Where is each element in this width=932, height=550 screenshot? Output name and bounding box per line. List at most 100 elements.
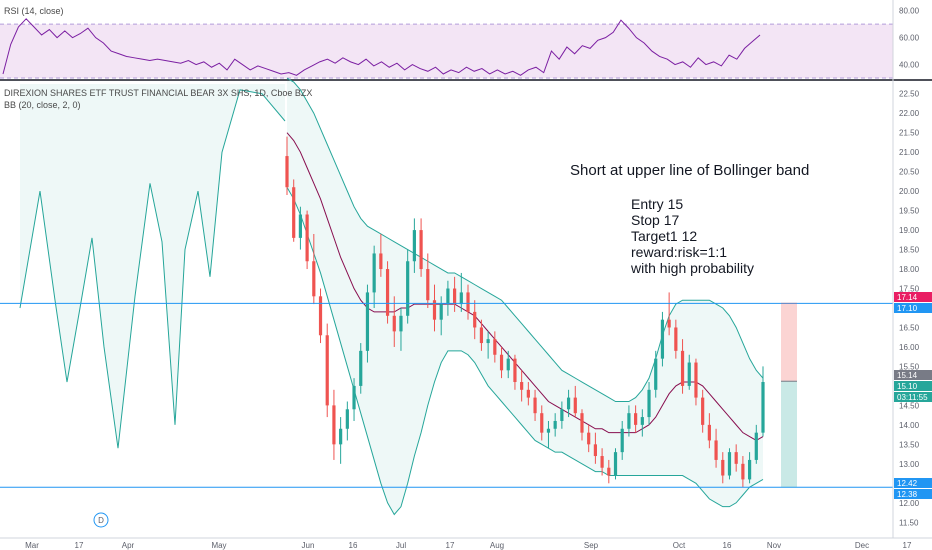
candle-body [600,456,604,468]
price-axis-label: 17.14 [897,293,918,302]
price-axis-label: 15.10 [897,382,918,391]
price-axis-label-bg [894,478,932,488]
price-axis-label-bg [894,489,932,499]
candle-body [694,362,698,398]
price-axis-tick: 18.00 [899,265,920,274]
candle-body [305,214,309,262]
candle-body [473,311,477,328]
candle-body [754,432,758,460]
candle-body [406,261,410,316]
annotation-probability: with high probability [631,260,754,276]
annotation-headline: Short at upper line of Bollinger band [570,162,810,179]
time-axis-tick: Apr [122,541,135,550]
candle-body [573,397,577,414]
price-axis-label: 03:11:55 [897,393,928,402]
candle-body [566,397,571,410]
price-axis-tick: 14.00 [899,421,920,430]
candle-body [553,420,557,429]
candle-body [339,428,343,445]
candle-body [727,452,732,476]
price-axis-tick: 22.00 [899,109,920,118]
bb-lower-line [286,186,764,516]
price-axis-label-bg [894,370,932,380]
candle-body [587,432,591,445]
candle-body [526,389,530,398]
price-axis-label-bg [894,392,932,402]
bb-upper-line [286,77,764,402]
price-axis-tick: 22.50 [899,90,920,99]
time-axis-tick: May [211,541,226,550]
time-axis-tick: Jul [396,541,406,550]
candle-body [506,358,510,371]
price-axis-label-bg [894,303,932,313]
candle-body [493,339,497,355]
candle-body [741,463,745,480]
rsi-pane-title: RSI (14, close) [4,6,64,16]
price-axis-tick: 13.00 [899,460,920,469]
candle-body [701,397,705,425]
price-axis-tick: 17.50 [899,285,920,294]
annotation-reward-risk: reward:risk=1:1 [631,244,728,260]
candle-body [546,428,551,433]
price-axis-label: 17.10 [897,304,918,313]
bb-band-fill [287,78,763,515]
candle-body [640,417,644,425]
dividend-marker-label: D [98,516,104,525]
candle-body [667,319,671,328]
price-axis-tick: 21.00 [899,148,920,157]
price-axis-tick: 21.50 [899,129,920,138]
price-axis-tick: 11.50 [899,518,919,527]
candle-body [352,385,356,410]
candle-body [593,444,597,457]
annotation-entry: Entry 15 [631,196,684,212]
price-axis-tick: 20.50 [899,168,920,177]
candle-body [714,440,718,460]
candle-body [446,288,450,305]
candle-body [607,467,611,476]
candle-body [426,269,430,301]
price-axis-label-bg [894,381,932,391]
time-axis-tick: 16 [723,541,732,550]
time-axis-tick: 17 [75,541,84,550]
candle-body [298,214,303,238]
bb-lower-line-early [19,89,286,449]
candle-body [540,413,544,433]
candle-body [654,358,658,390]
candle-body [747,459,752,480]
candle-body [365,292,370,351]
candle-body [285,156,289,188]
candle-body [412,230,416,262]
price-axis-tick: 19.50 [899,207,920,216]
price-axis-tick: 18.50 [899,246,920,255]
candle-body [372,253,376,293]
time-axis-tick: 16 [349,541,358,550]
price-axis-tick: 16.00 [899,343,920,352]
candle-body [660,319,665,359]
candle-body [613,452,618,476]
time-axis-tick: Jun [302,541,315,550]
price-axis-tick: 15.50 [899,362,920,371]
candle-body [761,382,765,433]
annotation-stop: Stop 17 [631,212,680,228]
candle-body [580,413,584,433]
candle-body [499,354,504,371]
price-axis-label: 12.38 [897,490,918,499]
candle-body [466,292,470,312]
time-axis-tick: Sep [584,541,599,550]
time-axis-tick: 17 [446,541,455,550]
candle-body [479,327,484,344]
candle-body [312,261,316,297]
candle-body [674,327,678,351]
position-stop-zone [781,302,797,382]
candle-body [399,315,403,332]
candle-body [634,413,638,425]
rsi-line [2,18,761,76]
candle-body [707,424,711,441]
rsi-axis-tick: 40.00 [899,61,920,70]
main-pane-title: DIREXION SHARES ETF TRUST FINANCIAL BEAR… [4,88,313,98]
time-axis-tick: Dec [855,541,869,550]
price-axis-tick: 16.50 [899,323,920,332]
candle-body [392,315,396,332]
candle-body [687,362,691,386]
